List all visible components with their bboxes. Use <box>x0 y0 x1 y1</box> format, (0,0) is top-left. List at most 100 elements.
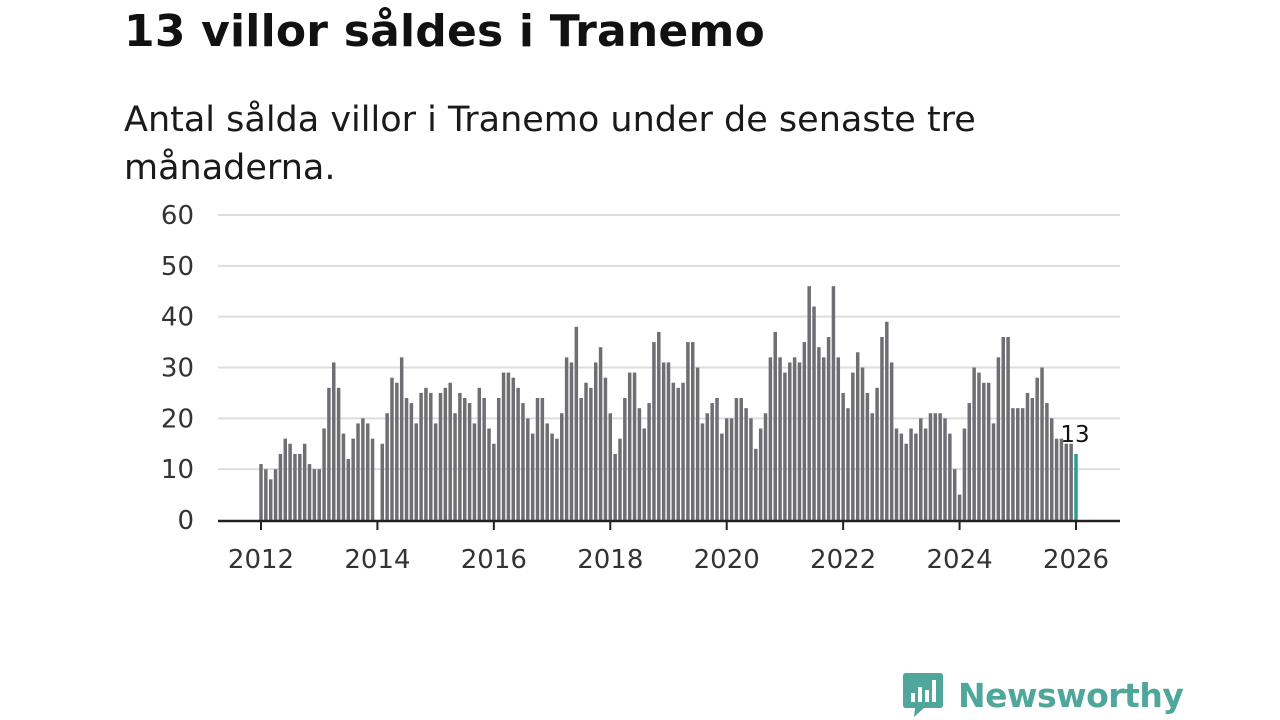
bar <box>957 494 962 520</box>
bar <box>778 357 782 520</box>
bar <box>530 433 535 520</box>
bar <box>574 326 579 520</box>
bar <box>467 403 472 520</box>
bar <box>370 438 375 520</box>
bar <box>608 413 613 520</box>
bar <box>1025 392 1030 520</box>
bar <box>1020 408 1025 520</box>
bar <box>744 408 748 520</box>
bar <box>889 362 894 520</box>
bar <box>923 428 928 520</box>
bar <box>589 387 593 520</box>
bar <box>977 372 981 520</box>
bar <box>986 382 991 520</box>
bar <box>472 423 477 520</box>
y-axis-ticks: 0 10 20 30 40 50 60 <box>161 201 194 536</box>
bar <box>681 382 685 520</box>
bar <box>496 398 501 520</box>
newsworthy-logo: Newsworthy <box>902 670 1184 720</box>
bars <box>259 286 1078 520</box>
bar <box>477 387 482 520</box>
bar <box>463 398 467 520</box>
bar <box>734 398 739 520</box>
bar <box>613 453 617 520</box>
bar <box>763 413 768 520</box>
bar <box>1016 408 1020 520</box>
bar <box>700 423 705 520</box>
bar <box>259 464 263 520</box>
bar <box>967 403 972 520</box>
bar <box>841 392 845 520</box>
bar <box>948 433 952 520</box>
bar <box>351 438 355 520</box>
bar <box>720 433 724 520</box>
bar <box>322 428 326 520</box>
bar <box>390 377 394 520</box>
bar <box>914 433 918 520</box>
bar <box>1054 438 1059 520</box>
bar <box>637 408 642 520</box>
chart-subtitle: Antal sålda villor i Tranemo under de se… <box>124 100 976 188</box>
bar <box>341 433 346 520</box>
bar <box>710 403 714 520</box>
bar <box>671 382 676 520</box>
bar <box>647 403 651 520</box>
bar <box>264 469 268 520</box>
bar <box>691 342 695 520</box>
bar <box>404 398 409 520</box>
bar <box>346 459 351 520</box>
bar <box>487 428 491 520</box>
bar <box>972 367 976 520</box>
bar <box>676 387 680 520</box>
bar <box>414 423 418 520</box>
bar <box>550 433 554 520</box>
bar <box>885 321 889 520</box>
y-tick-label: 10 <box>161 455 194 485</box>
bar <box>516 387 520 520</box>
bar <box>302 443 307 520</box>
bar <box>283 438 287 520</box>
y-tick-label: 0 <box>177 506 194 536</box>
bar <box>686 342 690 520</box>
bar <box>904 443 908 520</box>
bar <box>724 418 729 520</box>
bar <box>438 392 443 520</box>
bar <box>433 423 438 520</box>
bar <box>817 347 821 520</box>
x-tick-label: 2024 <box>926 545 992 575</box>
bar <box>1006 337 1010 520</box>
bar <box>657 331 661 520</box>
bar <box>448 382 452 520</box>
bar <box>356 423 360 520</box>
bar <box>540 398 545 520</box>
x-tick-label: 2018 <box>577 545 643 575</box>
bar <box>501 372 506 520</box>
bar <box>797 362 802 520</box>
bar <box>846 408 850 520</box>
bar <box>982 382 986 520</box>
bar <box>1030 398 1035 520</box>
bar <box>560 413 564 520</box>
bar <box>1040 367 1044 520</box>
bar <box>938 413 942 520</box>
bar <box>429 392 433 520</box>
bar <box>928 413 933 520</box>
bar <box>909 428 913 520</box>
bar <box>821 357 826 520</box>
bar <box>870 413 874 520</box>
bar <box>1045 403 1049 520</box>
bar <box>865 392 870 520</box>
bar <box>851 372 855 520</box>
bar <box>875 387 879 520</box>
bar <box>453 413 457 520</box>
bar <box>327 387 331 520</box>
bar <box>424 387 428 520</box>
x-tick-label: 2012 <box>228 545 294 575</box>
bar <box>754 448 758 520</box>
bar <box>492 443 496 520</box>
bar <box>652 342 656 520</box>
y-tick-label: 30 <box>161 354 194 384</box>
bar <box>385 413 389 520</box>
bar <box>317 469 321 520</box>
